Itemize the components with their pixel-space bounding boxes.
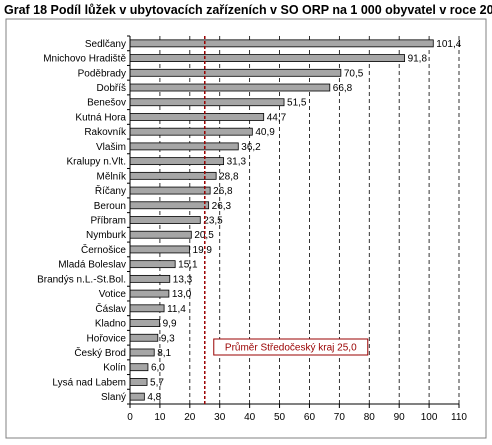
data-label: 91,8 [408, 54, 428, 65]
data-label: 5,7 [150, 377, 164, 388]
chart-title: Graf 18 Podíl lůžek v ubytovacích zaříze… [4, 3, 492, 17]
data-label: 51,5 [287, 98, 307, 109]
bar [129, 289, 170, 298]
bar [129, 157, 225, 166]
category-label: Černošice [81, 243, 126, 256]
data-label: 26,8 [213, 186, 233, 197]
category-label: Sedlčany [85, 39, 126, 50]
x-tick-label: 60 [304, 412, 316, 423]
bar [129, 319, 161, 327]
x-tick-label: 90 [394, 412, 406, 423]
x-tick-label: 110 [451, 412, 467, 423]
x-tick-label: 80 [364, 412, 376, 423]
bar [129, 186, 211, 195]
data-label: 19,9 [193, 245, 213, 256]
bar [129, 230, 192, 239]
category-label: Brandýs n.L.-St.Bol. [37, 274, 126, 285]
average-annotation-label: Průměr Středočeský kraj 25,0 [225, 342, 357, 354]
category-label: Kutná Hora [75, 112, 126, 123]
category-label: Mnichovo Hradiště [43, 54, 126, 65]
average-annotation-box [213, 338, 369, 356]
chart-frame [5, 18, 487, 439]
x-tick-label: 10 [154, 412, 166, 423]
bar [129, 304, 165, 313]
bar [129, 39, 434, 48]
category-label: Benešov [87, 98, 126, 109]
bar [129, 171, 217, 180]
x-tick-label: 20 [184, 412, 196, 423]
bar [129, 127, 253, 136]
data-label: 6,0 [151, 363, 165, 374]
bar [129, 113, 265, 121]
bar [129, 245, 190, 254]
data-label: 13,3 [173, 274, 193, 285]
data-label: 66,8 [333, 83, 353, 94]
category-label: Dobříš [97, 83, 126, 94]
bar [129, 392, 145, 401]
category-label: Nymburk [86, 230, 127, 241]
data-label: 13,0 [172, 289, 192, 300]
data-label: 36,2 [241, 142, 261, 153]
category-label: Kralupy n.Vlt. [67, 157, 126, 168]
data-label: 9,3 [161, 333, 175, 344]
category-label: Příbram [90, 216, 126, 227]
x-tick-label: 40 [244, 412, 256, 423]
data-label: 23,5 [203, 216, 223, 227]
bar [129, 68, 342, 77]
x-tick-label: 30 [214, 412, 226, 423]
x-tick-label: 50 [274, 412, 286, 423]
bar [129, 201, 210, 210]
category-label: Vlašim [96, 142, 126, 153]
data-label: 28,8 [219, 171, 239, 182]
bar [129, 260, 176, 269]
bar [129, 98, 285, 107]
data-label: 31,3 [227, 157, 247, 168]
x-tick-label: 0 [127, 412, 133, 423]
x-tick-label: 70 [334, 412, 346, 423]
bar [129, 378, 148, 386]
bar [129, 54, 405, 62]
category-label: Beroun [94, 201, 126, 212]
bar [129, 333, 159, 342]
category-label: Lysá nad Labem [52, 377, 126, 388]
data-label: 101,4 [436, 39, 461, 50]
data-label: 26,3 [212, 201, 232, 212]
data-label: 15,1 [178, 260, 198, 271]
data-label: 11,4 [167, 304, 186, 315]
bar [129, 216, 201, 224]
category-label: Poděbrady [78, 68, 126, 79]
data-label: 4,8 [147, 392, 161, 403]
category-label: Kladno [95, 319, 127, 330]
category-label: Říčany [95, 184, 126, 197]
category-label: Kolín [103, 363, 126, 374]
data-label: 44,7 [267, 112, 287, 123]
category-label: Rakovník [84, 127, 127, 138]
category-label: Votice [99, 289, 127, 300]
data-label: 9,9 [163, 319, 177, 330]
bar [129, 274, 171, 283]
category-label: Slaný [101, 392, 126, 403]
data-label: 8,1 [157, 348, 171, 359]
bar [129, 348, 155, 357]
category-label: Český Brod [74, 346, 126, 359]
category-label: Mladá Boleslav [58, 260, 126, 271]
bar [129, 142, 239, 151]
category-label: Čáslav [95, 302, 126, 315]
category-label: Mělník [97, 171, 127, 182]
bar [129, 363, 149, 372]
category-label: Hořovice [87, 333, 127, 344]
x-tick-label: 100 [421, 412, 438, 423]
data-label: 20,5 [194, 230, 214, 241]
bar [129, 83, 331, 92]
data-label: 40,9 [255, 127, 275, 138]
data-label: 70,5 [344, 68, 364, 79]
